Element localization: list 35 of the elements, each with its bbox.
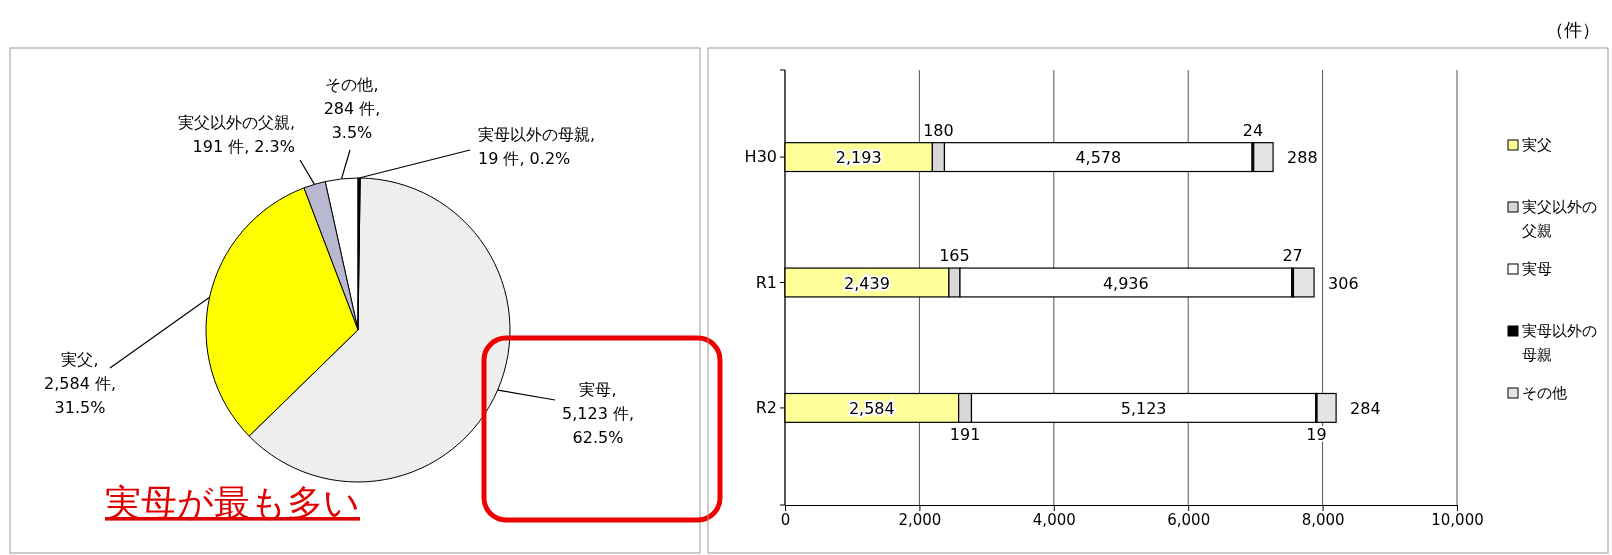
- data-label: 27: [1282, 246, 1303, 266]
- y-tick-label: R1: [755, 272, 777, 292]
- x-tick-label: 10,000: [1431, 510, 1484, 529]
- data-label: 2,439: [844, 273, 890, 293]
- slice-label: 実母以外の母親, 19 件, 0.2%: [478, 125, 596, 168]
- data-label: 24: [1242, 120, 1264, 140]
- data-label: 2,193: [835, 148, 882, 168]
- data-label: 165: [939, 246, 970, 266]
- legend-label: その他: [1522, 384, 1567, 402]
- x-tick-label: 0: [780, 510, 791, 529]
- data-label: 2,584: [848, 398, 895, 418]
- data-label: 306: [1328, 273, 1359, 293]
- data-label: 288: [1287, 148, 1318, 168]
- x-tick-label: 8,000: [1301, 510, 1345, 529]
- data-label: 191: [949, 425, 981, 445]
- data-label: 180: [923, 120, 954, 140]
- y-tick-label: H30: [744, 147, 777, 167]
- y-tick-label: R2: [755, 398, 777, 418]
- slice-label: 実父, 2,584 件, 31.5%: [44, 350, 116, 417]
- slice-label: その他, 284 件, 3.5%: [323, 75, 381, 142]
- legend-label: 実父以外の父親: [1522, 198, 1597, 240]
- slice-label: 実父以外の父親, 191 件, 2.3%: [177, 113, 295, 156]
- x-tick-label: 6,000: [1167, 510, 1211, 529]
- legend-label: 実母: [1522, 260, 1552, 278]
- x-tick-label: 2,000: [898, 510, 942, 529]
- x-tick-label: 4,000: [1032, 510, 1076, 529]
- text: 実母が最も多い: [105, 482, 360, 523]
- data-label: 5,123: [1120, 398, 1167, 418]
- data-label: 284: [1350, 398, 1381, 418]
- data-label: 4,578: [1075, 148, 1122, 168]
- data-label: 4,936: [1102, 273, 1149, 293]
- slice-label: 実母, 5,123 件, 62.5%: [562, 380, 634, 447]
- text: （件）: [1546, 19, 1600, 40]
- legend-label: 実母以外の母親: [1522, 322, 1597, 364]
- legend-label: 実父: [1522, 136, 1552, 154]
